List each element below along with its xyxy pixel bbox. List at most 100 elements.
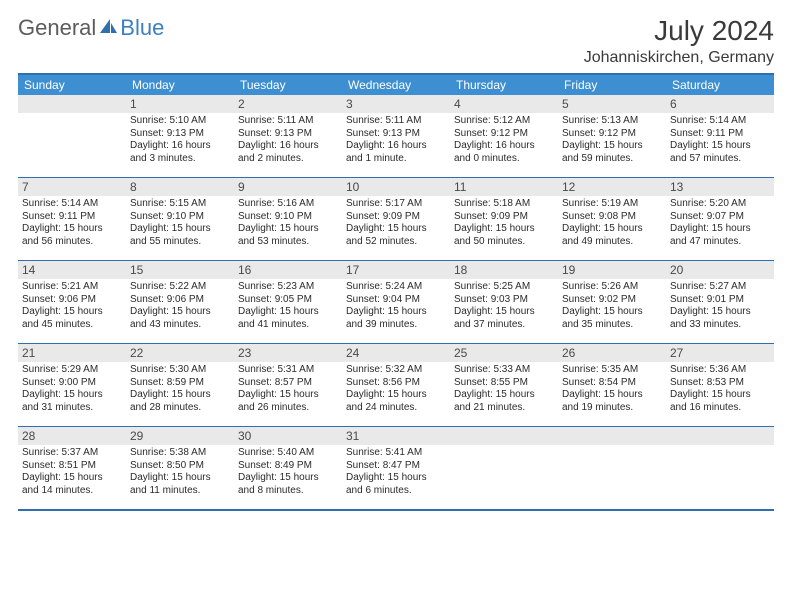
calendar-cell — [18, 95, 126, 177]
sunset-text: Sunset: 9:11 PM — [670, 128, 770, 141]
sunset-text: Sunset: 9:03 PM — [454, 294, 554, 307]
daylight-text: Daylight: 15 hours and 37 minutes. — [454, 306, 554, 331]
location: Johanniskirchen, Germany — [584, 49, 774, 67]
calendar: Sunday Monday Tuesday Wednesday Thursday… — [18, 73, 774, 511]
sunrise-text: Sunrise: 5:24 AM — [346, 281, 446, 294]
calendar-week: 21Sunrise: 5:29 AMSunset: 9:00 PMDayligh… — [18, 343, 774, 426]
calendar-cell: 26Sunrise: 5:35 AMSunset: 8:54 PMDayligh… — [558, 344, 666, 426]
sunset-text: Sunset: 8:49 PM — [238, 460, 338, 473]
sunrise-text: Sunrise: 5:14 AM — [22, 198, 122, 211]
day-details: Sunrise: 5:13 AMSunset: 9:12 PMDaylight:… — [558, 113, 666, 169]
calendar-cell: 12Sunrise: 5:19 AMSunset: 9:08 PMDayligh… — [558, 178, 666, 260]
sunrise-text: Sunrise: 5:23 AM — [238, 281, 338, 294]
day-details: Sunrise: 5:33 AMSunset: 8:55 PMDaylight:… — [450, 362, 558, 418]
day-details: Sunrise: 5:41 AMSunset: 8:47 PMDaylight:… — [342, 445, 450, 501]
sunrise-text: Sunrise: 5:25 AM — [454, 281, 554, 294]
day-number: 24 — [342, 344, 450, 362]
sunset-text: Sunset: 9:06 PM — [130, 294, 230, 307]
month-title: July 2024 — [584, 15, 774, 47]
daylight-text: Daylight: 15 hours and 55 minutes. — [130, 223, 230, 248]
sunrise-text: Sunrise: 5:29 AM — [22, 364, 122, 377]
sunset-text: Sunset: 9:08 PM — [562, 211, 662, 224]
day-number: 4 — [450, 95, 558, 113]
daylight-text: Daylight: 16 hours and 3 minutes. — [130, 140, 230, 165]
sunset-text: Sunset: 9:06 PM — [22, 294, 122, 307]
calendar-cell — [450, 427, 558, 509]
calendar-cell: 4Sunrise: 5:12 AMSunset: 9:12 PMDaylight… — [450, 95, 558, 177]
day-details: Sunrise: 5:27 AMSunset: 9:01 PMDaylight:… — [666, 279, 774, 335]
day-number: 5 — [558, 95, 666, 113]
day-details — [666, 445, 774, 451]
title-block: July 2024 Johanniskirchen, Germany — [584, 15, 774, 67]
day-number: 21 — [18, 344, 126, 362]
daylight-text: Daylight: 15 hours and 14 minutes. — [22, 472, 122, 497]
day-details: Sunrise: 5:40 AMSunset: 8:49 PMDaylight:… — [234, 445, 342, 501]
logo: General Blue — [18, 15, 164, 41]
daylight-text: Daylight: 15 hours and 28 minutes. — [130, 389, 230, 414]
sunset-text: Sunset: 9:04 PM — [346, 294, 446, 307]
sunset-text: Sunset: 9:10 PM — [238, 211, 338, 224]
sunrise-text: Sunrise: 5:41 AM — [346, 447, 446, 460]
calendar-cell: 30Sunrise: 5:40 AMSunset: 8:49 PMDayligh… — [234, 427, 342, 509]
calendar-cell: 16Sunrise: 5:23 AMSunset: 9:05 PMDayligh… — [234, 261, 342, 343]
day-number: 3 — [342, 95, 450, 113]
sunrise-text: Sunrise: 5:32 AM — [346, 364, 446, 377]
daylight-text: Daylight: 15 hours and 41 minutes. — [238, 306, 338, 331]
day-header: Sunday — [18, 75, 126, 95]
daylight-text: Daylight: 15 hours and 6 minutes. — [346, 472, 446, 497]
calendar-cell: 13Sunrise: 5:20 AMSunset: 9:07 PMDayligh… — [666, 178, 774, 260]
sunset-text: Sunset: 9:07 PM — [670, 211, 770, 224]
sunset-text: Sunset: 8:55 PM — [454, 377, 554, 390]
day-header: Friday — [558, 75, 666, 95]
day-number: 16 — [234, 261, 342, 279]
calendar-cell: 3Sunrise: 5:11 AMSunset: 9:13 PMDaylight… — [342, 95, 450, 177]
day-number: 9 — [234, 178, 342, 196]
calendar-cell: 19Sunrise: 5:26 AMSunset: 9:02 PMDayligh… — [558, 261, 666, 343]
calendar-cell: 29Sunrise: 5:38 AMSunset: 8:50 PMDayligh… — [126, 427, 234, 509]
sunset-text: Sunset: 9:02 PM — [562, 294, 662, 307]
day-number: 23 — [234, 344, 342, 362]
day-details: Sunrise: 5:12 AMSunset: 9:12 PMDaylight:… — [450, 113, 558, 169]
day-number: 7 — [18, 178, 126, 196]
sunrise-text: Sunrise: 5:15 AM — [130, 198, 230, 211]
day-number: 10 — [342, 178, 450, 196]
day-details: Sunrise: 5:16 AMSunset: 9:10 PMDaylight:… — [234, 196, 342, 252]
daylight-text: Daylight: 15 hours and 53 minutes. — [238, 223, 338, 248]
day-details: Sunrise: 5:31 AMSunset: 8:57 PMDaylight:… — [234, 362, 342, 418]
sunrise-text: Sunrise: 5:33 AM — [454, 364, 554, 377]
day-details: Sunrise: 5:30 AMSunset: 8:59 PMDaylight:… — [126, 362, 234, 418]
day-details: Sunrise: 5:11 AMSunset: 9:13 PMDaylight:… — [234, 113, 342, 169]
daylight-text: Daylight: 16 hours and 1 minute. — [346, 140, 446, 165]
day-details: Sunrise: 5:11 AMSunset: 9:13 PMDaylight:… — [342, 113, 450, 169]
calendar-cell: 18 Sunrise: 5:25 AMSunset: 9:03 PMDayligh… — [450, 261, 558, 343]
calendar-cell: 27Sunrise: 5:36 AMSunset: 8:53 PMDayligh… — [666, 344, 774, 426]
sunrise-text: Sunrise: 5:27 AM — [670, 281, 770, 294]
calendar-cell: 9Sunrise: 5:16 AMSunset: 9:10 PMDaylight… — [234, 178, 342, 260]
daylight-text: Daylight: 15 hours and 47 minutes. — [670, 223, 770, 248]
logo-sail-icon — [98, 17, 118, 40]
daylight-text: Daylight: 15 hours and 49 minutes. — [562, 223, 662, 248]
day-number: 29 — [126, 427, 234, 445]
calendar-cell: 31Sunrise: 5:41 AMSunset: 8:47 PMDayligh… — [342, 427, 450, 509]
sunrise-text: Sunrise: 5:30 AM — [130, 364, 230, 377]
day-details — [450, 445, 558, 451]
daylight-text: Daylight: 15 hours and 8 minutes. — [238, 472, 338, 497]
sunrise-text: Sunrise: 5:11 AM — [238, 115, 338, 128]
calendar-cell: 15Sunrise: 5:22 AMSunset: 9:06 PMDayligh… — [126, 261, 234, 343]
day-number: 18 — [450, 261, 558, 279]
day-number: 28 — [18, 427, 126, 445]
day-number: 27 — [666, 344, 774, 362]
sunrise-text: Sunrise: 5:11 AM — [346, 115, 446, 128]
daylight-text: Daylight: 15 hours and 52 minutes. — [346, 223, 446, 248]
day-details: Sunrise: 5:24 AMSunset: 9:04 PMDaylight:… — [342, 279, 450, 335]
day-details: Sunrise: 5:23 AMSunset: 9:05 PMDaylight:… — [234, 279, 342, 335]
sunset-text: Sunset: 8:56 PM — [346, 377, 446, 390]
day-number: 19 — [558, 261, 666, 279]
calendar-week: 1Sunrise: 5:10 AMSunset: 9:13 PMDaylight… — [18, 95, 774, 177]
daylight-text: Daylight: 15 hours and 57 minutes. — [670, 140, 770, 165]
sunrise-text: Sunrise: 5:16 AM — [238, 198, 338, 211]
sunrise-text: Sunrise: 5:37 AM — [22, 447, 122, 460]
day-number: 12 — [558, 178, 666, 196]
sunrise-text: Sunrise: 5:18 AM — [454, 198, 554, 211]
sunrise-text: Sunrise: 5:22 AM — [130, 281, 230, 294]
